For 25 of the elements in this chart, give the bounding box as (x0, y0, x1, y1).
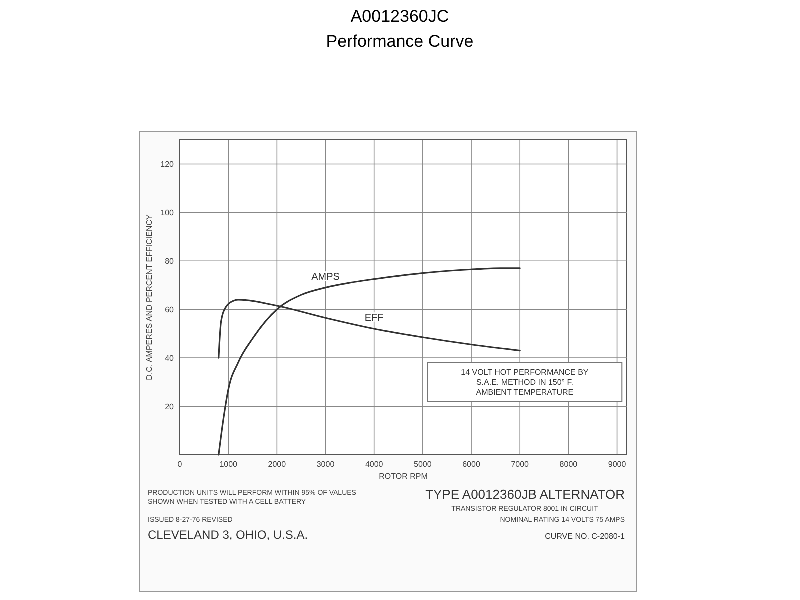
x-tick-label: 7000 (511, 460, 530, 469)
note-box: 14 VOLT HOT PERFORMANCE BY S.A.E. METHOD IN 150° F. AMBIENT TEMPERATURE (427, 362, 623, 402)
x-tick-label: 3000 (316, 460, 336, 469)
x-tick-label: 9000 (608, 460, 627, 469)
y-tick-label: 100 (160, 208, 175, 218)
text: CLEVELAND 3, OHIO, U.S.A. (148, 528, 308, 542)
annotation: 14 VOLT HOT PERFORMANCE BY S.A.E. METHOD IN 150° F. AMBIENT TEMPERATURE (461, 368, 590, 397)
chart-subtitle: Performance Curve (326, 32, 474, 51)
x-tick-label: 0 (178, 460, 183, 469)
y-tick-label: 120 (160, 160, 175, 170)
text: TYPE A0012360JB ALTERNATOR (426, 487, 625, 502)
y-tick-label: 80 (165, 257, 175, 266)
x-tick-label: 6000 (462, 460, 481, 469)
chart-title: A0012360JC (350, 7, 450, 26)
x-tick-label: 2000 (268, 460, 287, 469)
y-tick-label: 60 (165, 306, 175, 315)
x-tick-label: 5000 (414, 460, 432, 469)
text: CURVE NO. C-2080-1 (545, 532, 626, 541)
x-tick-label: 4000 (365, 460, 384, 469)
y-tick-label: 20 (165, 402, 175, 412)
y-axis-title: D.C. AMPERES AND PERCENT EFFICIENCY (145, 214, 154, 380)
x-tick-label: 1000 (220, 460, 238, 469)
y-tick-label: 40 (165, 354, 175, 364)
x-tick-label: 8000 (560, 460, 578, 469)
x-axis-title: ROTOR RPM (379, 472, 428, 481)
